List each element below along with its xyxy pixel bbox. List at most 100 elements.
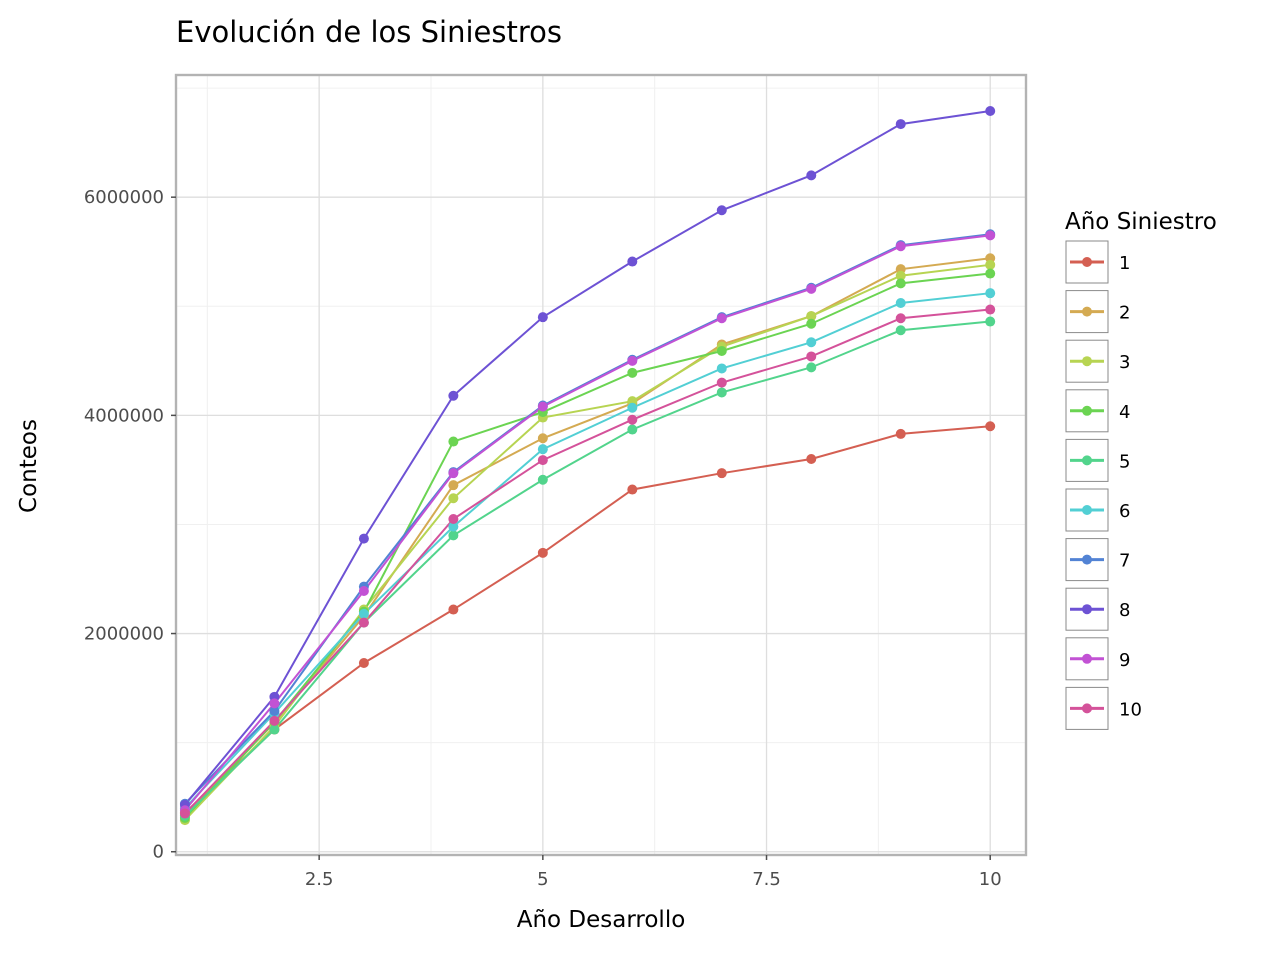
x-tick-label: 2.5 (305, 869, 334, 890)
data-point-8 (716, 205, 727, 216)
data-point-9 (895, 241, 906, 252)
data-point-1 (448, 604, 459, 615)
data-point-5 (627, 424, 638, 435)
x-tick-label: 7.5 (752, 869, 781, 890)
data-point-6 (448, 521, 459, 532)
legend-point-2 (1082, 306, 1092, 317)
data-point-9 (448, 468, 459, 479)
data-point-4 (627, 367, 638, 378)
data-point-4 (985, 268, 996, 279)
data-point-8 (985, 106, 996, 116)
legend-label-5: 5 (1119, 451, 1130, 472)
data-point-1 (895, 428, 906, 439)
data-point-10 (179, 808, 190, 819)
legend-point-8 (1082, 604, 1092, 615)
series-line-2 (184, 257, 991, 815)
series-line-1 (184, 425, 991, 814)
legend-point-9 (1082, 653, 1092, 664)
data-point-8 (358, 533, 369, 544)
legend-label-9: 9 (1119, 650, 1130, 671)
legend-point-5 (1082, 455, 1092, 466)
data-point-6 (627, 402, 638, 413)
chart-title: Evolución de los Siniestros (176, 15, 562, 49)
legend-title: Año Siniestro (1065, 209, 1217, 235)
data-point-10 (358, 617, 369, 628)
data-point-9 (627, 355, 638, 366)
data-point-10 (895, 313, 906, 324)
legend-label-8: 8 (1119, 600, 1130, 621)
data-point-9 (358, 586, 369, 596)
data-point-8 (806, 170, 817, 181)
data-point-8 (895, 119, 906, 130)
series-line-5 (184, 320, 991, 817)
data-point-9 (985, 230, 996, 241)
legend-label-2: 2 (1119, 303, 1130, 324)
data-point-9 (716, 313, 727, 324)
data-point-3 (985, 259, 996, 270)
data-point-2 (537, 433, 548, 444)
data-point-5 (806, 362, 817, 373)
data-point-1 (985, 421, 996, 432)
data-point-3 (448, 493, 459, 504)
series-line-9 (184, 234, 991, 811)
plot-panel (174, 73, 1028, 857)
data-point-5 (985, 316, 996, 327)
legend-label-7: 7 (1119, 551, 1130, 572)
data-point-10 (537, 455, 548, 466)
y-tick-label: 4000000 (84, 405, 164, 426)
data-point-5 (269, 724, 280, 735)
data-point-10 (627, 414, 638, 425)
data-point-3 (895, 270, 906, 281)
legend-point-7 (1082, 554, 1092, 565)
legend-label-4: 4 (1119, 402, 1130, 423)
legend-point-10 (1082, 703, 1092, 714)
data-point-10 (269, 715, 280, 726)
data-point-4 (895, 278, 906, 289)
data-point-10 (716, 377, 727, 388)
data-point-6 (985, 288, 996, 299)
x-axis-title: Año Desarrollo (517, 907, 686, 933)
data-point-5 (895, 325, 906, 336)
series-lines (184, 110, 991, 821)
legend-point-4 (1082, 405, 1092, 416)
data-point-9 (806, 283, 817, 294)
data-point-5 (716, 387, 727, 398)
data-point-6 (537, 444, 548, 455)
legend-point-6 (1082, 505, 1092, 515)
legend: Año Siniestro 1 2 3 4 5 6 7 8 9 10 (1065, 209, 1217, 730)
data-point-10 (806, 351, 817, 362)
legend-label-10: 10 (1119, 699, 1142, 720)
series-points (179, 106, 996, 826)
data-point-10 (985, 304, 996, 315)
x-tick-label: 10 (979, 869, 1002, 890)
data-point-1 (537, 547, 548, 558)
legend-label-3: 3 (1119, 352, 1130, 373)
legend-point-1 (1082, 257, 1092, 267)
data-point-4 (716, 346, 727, 356)
series-line-10 (184, 308, 991, 815)
data-point-4 (448, 436, 459, 447)
data-point-6 (806, 337, 817, 348)
data-point-1 (716, 468, 727, 479)
data-point-1 (358, 658, 369, 668)
data-point-8 (448, 390, 459, 401)
data-point-2 (448, 480, 459, 491)
data-point-9 (269, 698, 280, 709)
data-point-5 (448, 530, 459, 541)
legend-label-1: 1 (1119, 253, 1130, 274)
y-tick-label: 6000000 (84, 187, 164, 208)
series-line-3 (184, 263, 991, 821)
data-point-7 (269, 706, 280, 716)
y-tick-label: 0 (153, 842, 164, 863)
data-point-6 (358, 608, 369, 619)
y-axis-title: Conteos (16, 419, 42, 513)
axes: 2.5 5 7.5 10 0 2000000 4000000 6000000 (84, 187, 1002, 890)
series-line-4 (184, 272, 991, 819)
data-point-6 (895, 298, 906, 308)
series-line-6 (184, 292, 991, 809)
data-point-5 (537, 474, 548, 485)
data-point-4 (806, 318, 817, 329)
data-point-1 (806, 454, 817, 464)
panel-border (174, 73, 1028, 857)
